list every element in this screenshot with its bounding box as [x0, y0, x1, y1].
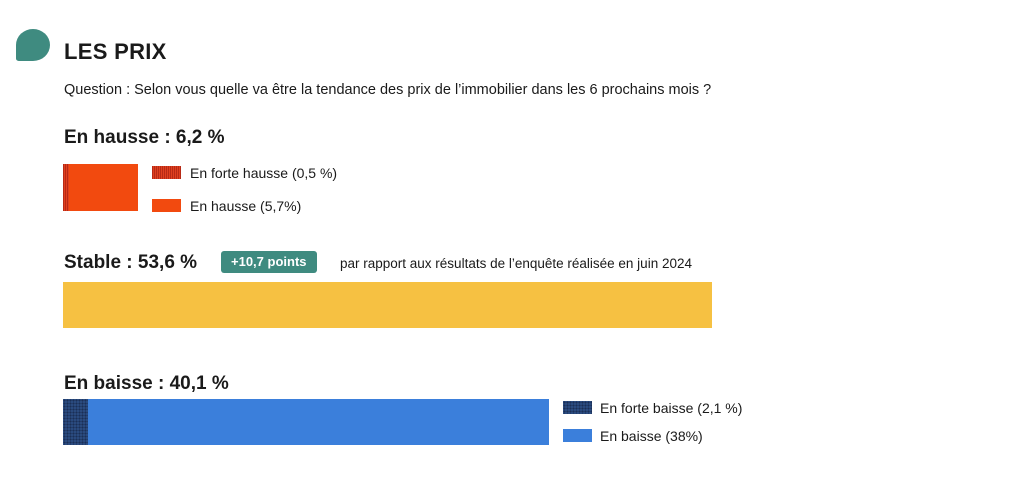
- bar-baisse: [63, 399, 549, 445]
- legend-swatch-baisse: [563, 429, 592, 442]
- heading-baisse: En baisse : 40,1 %: [64, 373, 229, 394]
- bar-hausse: [63, 164, 139, 211]
- heading-hausse: En hausse : 6,2 %: [64, 127, 225, 148]
- legend-label-baisse: En baisse (38%): [600, 428, 703, 444]
- legend-label-forte-hausse: En forte hausse (0,5 %): [190, 165, 338, 181]
- bar-stable: [63, 282, 712, 328]
- page-title: LES PRIX: [64, 39, 167, 64]
- comparison-note: par rapport aux résultats de l’enquête r…: [340, 256, 692, 271]
- survey-question: Question : Selon vous quelle va être la …: [64, 82, 712, 98]
- bar-segment-baisse-1: [88, 399, 549, 445]
- legend-swatch-forte-hausse: [152, 166, 181, 179]
- heading-stable: Stable : 53,6 %: [64, 252, 198, 273]
- bar-segment-hausse-1: [69, 164, 139, 211]
- bar-segment-hausse-0: [63, 164, 70, 211]
- change-badge: +10,7 points: [221, 251, 317, 273]
- bar-segment-baisse-0: [63, 399, 89, 445]
- bar-segment-stable-0: [63, 282, 712, 328]
- logo-icon: [16, 29, 50, 61]
- legend-swatch-forte-baisse: [563, 401, 592, 414]
- legend-label-hausse: En hausse (5,7%): [190, 198, 302, 214]
- legend-swatch-hausse: [152, 199, 181, 212]
- legend-label-forte-baisse: En forte baisse (2,1 %): [600, 400, 743, 416]
